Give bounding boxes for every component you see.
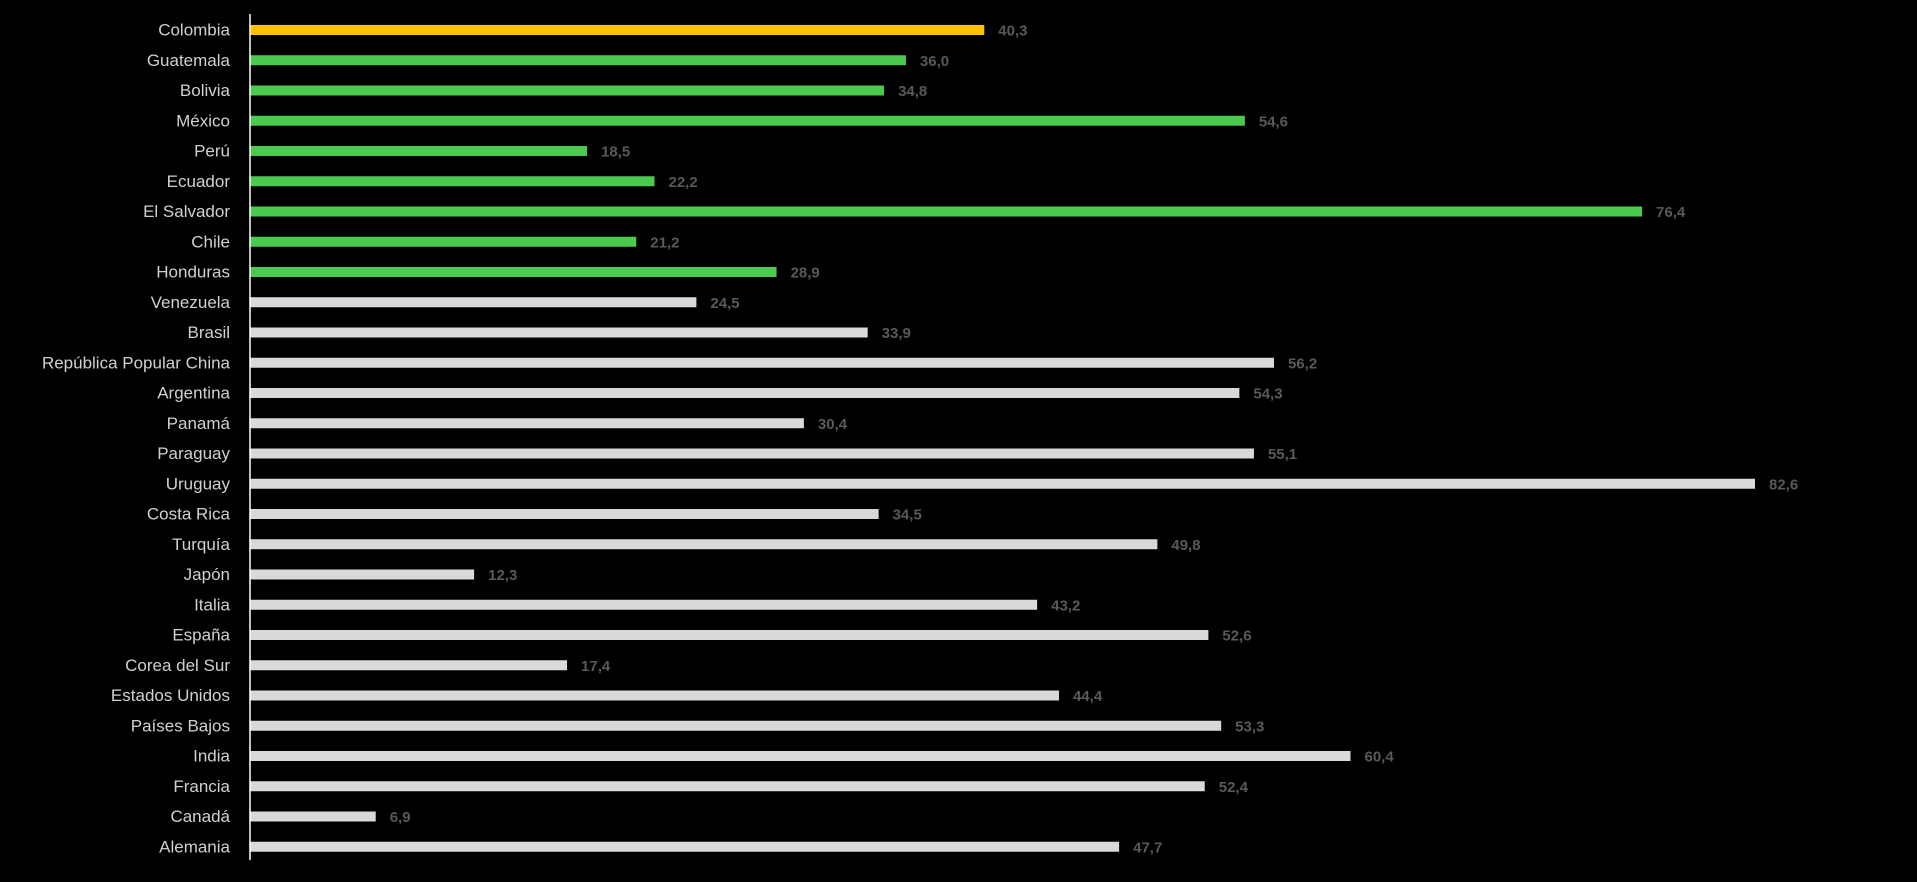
value-label: 54,3 [1253,386,1282,403]
bar [250,781,1205,792]
category-label: Colombia [158,21,230,40]
value-label: 53,3 [1235,718,1264,735]
value-labels: 40,3 36,0 34,8 54,6 18,5 22,2 76,4 21,2 28,9 24,5… [390,23,1798,857]
value-label: 28,9 [791,265,820,282]
bar [250,599,1038,610]
bar [250,357,1274,368]
value-label: 18,5 [601,144,630,161]
category-label: Costa Rica [147,505,231,524]
bar [250,811,376,822]
value-label: 52,6 [1222,628,1251,645]
bars-group [250,25,1755,852]
category-label: Uruguay [166,474,231,493]
category-labels: Colombia Guatemala Bolivia México Perú Ecuado… [42,21,231,857]
value-label: 82,6 [1769,476,1798,493]
bar [250,509,879,519]
category-label: México [176,111,230,130]
category-label: El Salvador [143,202,230,221]
bar [250,720,1222,731]
value-label: 49,8 [1171,537,1200,554]
bar [250,660,568,671]
bar [250,569,475,580]
value-label: 52,4 [1219,779,1249,796]
bar [250,25,985,35]
value-label: 56,2 [1288,355,1317,372]
value-label: 34,5 [893,507,922,524]
category-label: España [172,626,230,645]
category-label: Países Bajos [131,716,230,735]
bar [250,85,885,96]
bar [250,418,804,429]
value-label: 30,4 [818,416,848,433]
bar [250,115,1245,126]
category-label: Ecuador [167,172,231,191]
value-label: 21,2 [650,234,679,251]
bar [250,388,1240,398]
category-label: Brasil [187,323,230,342]
value-label: 36,0 [920,53,949,70]
value-label: 54,6 [1259,113,1288,130]
category-label: Corea del Sur [125,656,230,675]
bar [250,206,1643,217]
category-label: Honduras [156,263,230,282]
category-label: Chile [191,232,230,251]
category-label: Japón [184,565,230,584]
bar [250,539,1158,550]
value-label: 55,1 [1268,446,1297,463]
value-label: 22,2 [668,174,697,191]
value-label: 24,5 [710,295,739,312]
bar [250,146,588,156]
category-label: Perú [194,142,230,161]
category-label: Turquía [172,535,231,554]
category-label: Alemania [159,837,230,856]
bar [250,327,868,338]
bar [250,176,655,187]
bar [250,448,1254,459]
category-label: Italia [194,595,230,614]
category-label: Argentina [157,384,230,403]
value-label: 17,4 [581,658,611,675]
bar [250,267,777,277]
value-label: 34,8 [898,83,927,100]
category-label: Francia [173,777,230,796]
category-label: Estados Unidos [111,686,230,705]
category-label: Guatemala [147,51,231,70]
bar [250,478,1755,489]
value-label: 33,9 [882,325,911,342]
bar [250,297,697,308]
category-label: Venezuela [151,293,231,312]
value-label: 47,7 [1133,839,1162,856]
bar [250,841,1120,852]
bar [250,630,1209,640]
bar [250,690,1059,701]
bar [250,751,1351,761]
value-label: 76,4 [1656,204,1686,221]
category-label: India [193,747,230,766]
value-label: 60,4 [1365,749,1395,766]
category-label: República Popular China [42,353,231,372]
category-label: Bolivia [180,81,231,100]
value-label: 44,4 [1073,688,1103,705]
category-label: Paraguay [157,444,230,463]
value-label: 43,2 [1051,597,1080,614]
value-label: 40,3 [998,23,1027,40]
bar [250,236,637,247]
bar [250,55,906,66]
category-label: Canadá [170,807,230,826]
value-label: 12,3 [488,567,517,584]
category-label: Panamá [167,414,231,433]
value-label: 6,9 [390,809,411,826]
